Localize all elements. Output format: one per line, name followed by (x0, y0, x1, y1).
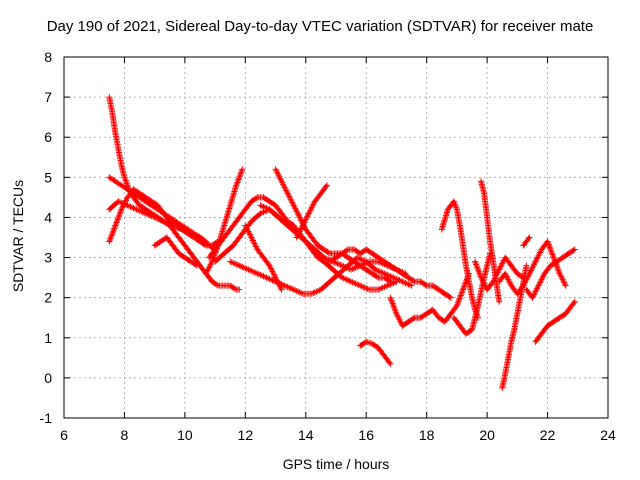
data-points (520, 234, 533, 249)
data-points (438, 198, 481, 321)
data-series-t10 (242, 222, 285, 293)
data-series-t12 (257, 202, 400, 293)
data-series-t4 (106, 174, 209, 245)
x-tick-label: 12 (238, 427, 254, 443)
y-tick-label: 5 (44, 169, 52, 185)
data-series-t15 (387, 270, 472, 329)
data-points (242, 222, 285, 293)
y-tick-label: -1 (40, 410, 53, 426)
data-points (450, 250, 494, 337)
data-layer (106, 94, 578, 391)
x-tick-label: 8 (121, 427, 129, 443)
y-tick-label: 7 (44, 89, 52, 105)
data-points (357, 338, 394, 367)
y-tick-label: 4 (44, 209, 52, 225)
y-tick-label: 6 (44, 129, 52, 145)
x-tick-label: 6 (60, 427, 68, 443)
data-points (387, 270, 472, 329)
y-tick-label: 3 (44, 250, 52, 266)
data-series-t13 (293, 182, 330, 241)
data-series-t5 (151, 234, 200, 269)
data-points (206, 194, 454, 301)
x-tick-label: 18 (419, 427, 435, 443)
data-series-t1 (106, 94, 243, 293)
data-series-t7 (206, 194, 454, 301)
x-tick-label: 10 (177, 427, 193, 443)
data-points (472, 254, 527, 293)
data-points (532, 298, 578, 345)
data-points (151, 234, 200, 269)
data-points (106, 94, 243, 293)
plot-frame (63, 56, 609, 419)
data-points (257, 202, 400, 293)
data-points (293, 182, 330, 241)
x-tick-label: 24 (600, 427, 616, 443)
y-tick-label: 2 (44, 290, 52, 306)
data-series-t14 (357, 338, 394, 367)
data-points (106, 174, 209, 245)
x-tick-label: 14 (298, 427, 314, 443)
data-points (499, 262, 530, 391)
y-tick-label: 1 (44, 330, 52, 346)
data-points (496, 238, 569, 297)
x-axis-label: GPS time / hours (282, 456, 390, 472)
y-tick-label: 8 (44, 49, 52, 65)
data-series-t20 (499, 262, 530, 391)
data-series-t21 (496, 238, 569, 297)
data-series-t24 (520, 234, 533, 249)
y-tick-label: 0 (44, 370, 52, 386)
data-points (523, 246, 578, 301)
data-series-t17 (450, 250, 494, 337)
data-series-t19 (472, 254, 527, 293)
data-series-t16 (438, 198, 481, 321)
data-series-t22 (532, 298, 578, 345)
x-tick-label: 16 (358, 427, 374, 443)
x-tick-label: 20 (479, 427, 495, 443)
x-tick-label: 22 (540, 427, 556, 443)
data-series-t23 (523, 246, 578, 301)
chart-title: Day 190 of 2021, Sidereal Day-to-day VTE… (46, 18, 594, 35)
